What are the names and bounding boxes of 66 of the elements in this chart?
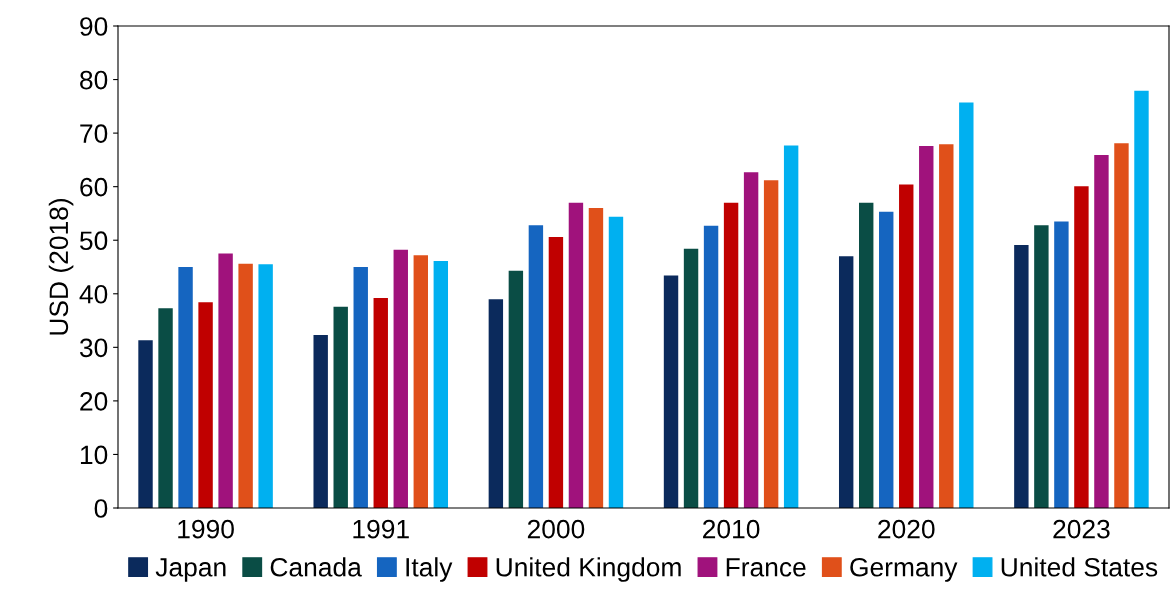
bar — [919, 145, 934, 508]
bar — [528, 225, 544, 508]
x-tick-label: 2023 — [1053, 519, 1110, 539]
bar — [353, 267, 368, 508]
bar — [1074, 186, 1089, 508]
y-tick-label: 60 — [80, 177, 108, 197]
bar — [859, 202, 874, 508]
bar — [683, 248, 699, 508]
y-tick-label: 80 — [80, 70, 108, 90]
bar — [763, 180, 779, 508]
y-tick-label: 0 — [94, 499, 108, 518]
bar — [663, 275, 679, 508]
bar — [838, 256, 854, 508]
y-tick-label: 70 — [80, 124, 108, 143]
bar — [743, 172, 759, 508]
x-tick-label: 2000 — [527, 519, 585, 539]
bar — [959, 102, 974, 508]
legend-label: United States — [1001, 557, 1158, 577]
bar — [138, 340, 153, 508]
bar — [433, 261, 449, 508]
y-tick-label: 90 — [80, 17, 108, 36]
bar — [588, 208, 604, 508]
legend-label: Canada — [270, 557, 362, 577]
legend-label: Germany — [850, 557, 958, 582]
x-tick-label: 2020 — [878, 519, 935, 539]
bar — [488, 299, 504, 508]
bar — [899, 184, 914, 508]
bar — [198, 302, 213, 508]
bar — [413, 255, 428, 508]
bar — [1094, 155, 1109, 508]
bar — [879, 211, 894, 508]
bar — [508, 270, 524, 508]
legend-label: France — [726, 558, 806, 577]
y-tick-label: 50 — [79, 231, 108, 251]
bar — [1054, 221, 1069, 508]
bar — [548, 237, 564, 508]
y-tick-label: 10 — [80, 445, 108, 465]
bar — [1114, 143, 1129, 508]
bar — [158, 308, 173, 508]
bar — [703, 225, 719, 508]
x-tick-label: 1990 — [178, 519, 234, 539]
bar — [723, 202, 739, 508]
bar — [393, 249, 408, 508]
bar — [373, 298, 388, 508]
y-tick-label: 40 — [79, 284, 108, 304]
legend-label: Japan — [155, 558, 226, 582]
bar — [313, 335, 328, 508]
bar — [1034, 225, 1049, 508]
bar — [178, 267, 193, 508]
bar — [783, 145, 799, 508]
legend-label: Italy — [406, 557, 453, 582]
bar — [1134, 90, 1149, 508]
legend-label: United Kingdom — [496, 557, 681, 582]
bar — [333, 306, 348, 508]
x-tick-label: 2010 — [703, 519, 760, 539]
y-tick-label: 20 — [80, 392, 108, 411]
bar — [258, 264, 273, 508]
x-tick-label: 1991 — [353, 519, 409, 539]
bar — [1014, 245, 1029, 508]
bar — [568, 202, 584, 508]
bar — [608, 216, 624, 508]
bar — [218, 253, 233, 508]
bar — [238, 263, 253, 508]
y-tick-label: 30 — [79, 338, 108, 358]
bar — [939, 144, 954, 508]
y-axis-title: USD (2018) — [48, 198, 74, 335]
